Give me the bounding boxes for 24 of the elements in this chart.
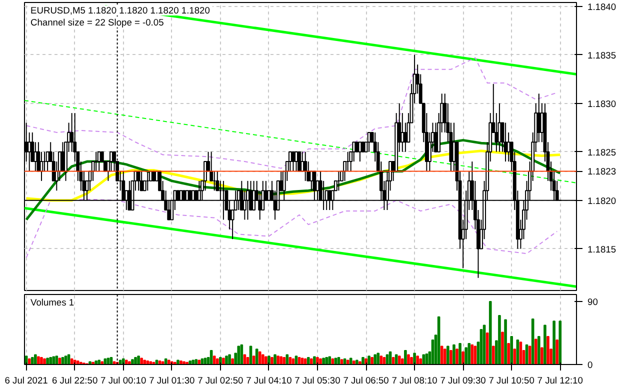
x-tick-label: 6 Jul 2021 xyxy=(4,376,48,386)
y-tick-label: 1.1825 xyxy=(588,147,616,158)
y-tick-label: 0 xyxy=(588,360,593,370)
x-tick-label: 7 Jul 04:10 xyxy=(246,376,292,386)
x-tick-label: 7 Jul 01:30 xyxy=(149,376,195,386)
x-tick-label: 6 Jul 22:50 xyxy=(52,376,98,386)
x-tick-label: 7 Jul 02:50 xyxy=(198,376,244,386)
x-tick-label: 7 Jul 00:10 xyxy=(100,376,146,386)
x-tick-label: 7 Jul 05:30 xyxy=(294,376,340,386)
y-tick-label: 1.1830 xyxy=(588,98,616,109)
y-tick-label: 1.1815 xyxy=(588,244,616,254)
ref-line-label: 1.1823 xyxy=(588,166,616,177)
chart-title: EURUSD,M5 1.1820 1.1820 1.1820 1.1820 xyxy=(30,6,210,16)
chart-title: Volumes 1 xyxy=(30,298,74,308)
y-tick-label: 90 xyxy=(588,297,598,307)
ref-line-label: 1.1820 xyxy=(588,196,616,206)
x-tick-label: 7 Jul 06:50 xyxy=(343,376,389,386)
x-tick-label: 7 Jul 08:10 xyxy=(392,376,438,386)
x-tick-label: 7 Jul 12:10 xyxy=(537,376,583,386)
text: Channel size = 22 Slope = -0.05 xyxy=(30,18,164,28)
y-tick-label: 1.1835 xyxy=(588,50,616,60)
x-tick-label: 7 Jul 10:50 xyxy=(488,376,534,386)
x-tick-label: 7 Jul 09:30 xyxy=(440,376,486,386)
y-tick-label: 1.1840 xyxy=(588,2,616,12)
